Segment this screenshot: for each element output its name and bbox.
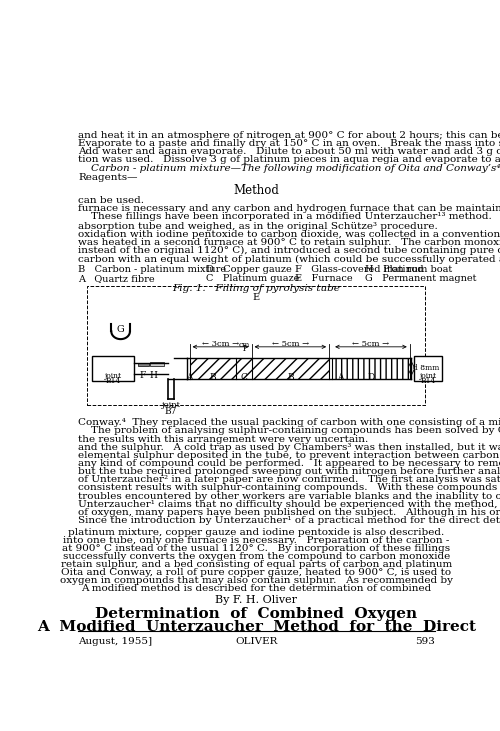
- Text: elemental sulphur deposited in the tube, to prevent interaction between carbon m: elemental sulphur deposited in the tube,…: [78, 451, 500, 460]
- Text: Reagents—: Reagents—: [78, 173, 138, 182]
- Text: Since the introduction by Unterzaucher¹ of a practical method for the direct det: Since the introduction by Unterzaucher¹ …: [78, 516, 500, 525]
- Text: joint: joint: [162, 401, 180, 409]
- Text: The problem of analysing sulphur-containing compounds has been solved by Oita an: The problem of analysing sulphur-contain…: [78, 426, 500, 435]
- Text: ← 5cm →: ← 5cm →: [352, 340, 390, 348]
- Text: at 900° C instead of the usual 1120° C.   By incorporation of these fillings: at 900° C instead of the usual 1120° C. …: [62, 544, 450, 553]
- Text: oxidation with iodine pentoxide to carbon dioxide, was collected in a convention: oxidation with iodine pentoxide to carbo…: [78, 230, 500, 239]
- Bar: [332, 357, 409, 379]
- Text: B14: B14: [105, 377, 120, 385]
- Text: the results with this arrangement were very uncertain.: the results with this arrangement were v…: [78, 435, 368, 444]
- Text: A   Quartz fibre: A Quartz fibre: [78, 273, 154, 283]
- Text: successfully converts the oxygen from the compound to carbon monoxide: successfully converts the oxygen from th…: [62, 552, 450, 561]
- Text: and the sulphur.   A cold trap as used by Chambers³ was then installed, but it w: and the sulphur. A cold trap as used by …: [78, 443, 500, 452]
- Text: instead of the original 1120° C), and introduced a second tube containing pure c: instead of the original 1120° C), and in…: [78, 246, 500, 255]
- Text: platinum mixture, copper gauze and iodine pentoxide is also described.: platinum mixture, copper gauze and iodin…: [68, 528, 444, 537]
- Text: B: B: [210, 374, 216, 382]
- Text: but the tube required prolonged sweeping out with nitrogen before further analys: but the tube required prolonged sweeping…: [78, 467, 500, 477]
- Text: absorption tube and weighed, as in the original Schütze³ procedure.: absorption tube and weighed, as in the o…: [78, 222, 438, 231]
- Text: consistent results with sulphur-containing compounds.   With these compounds the: consistent results with sulphur-containi…: [78, 483, 500, 493]
- Text: Unterzaucher¹ claims that no difficulty should be experienced with the method, t: Unterzaucher¹ claims that no difficulty …: [78, 500, 500, 509]
- Text: B: B: [287, 374, 294, 382]
- Bar: [92, 356, 134, 381]
- Text: A: A: [186, 374, 193, 382]
- Text: OLIVER: OLIVER: [235, 637, 278, 645]
- Text: ← 5cm →: ← 5cm →: [272, 340, 309, 348]
- Text: can be used.: can be used.: [78, 197, 144, 205]
- Text: Evaporate to a paste and finally dry at 150° C in an oven.   Break the mass into: Evaporate to a paste and finally dry at …: [78, 140, 500, 148]
- Text: joint: joint: [104, 372, 122, 380]
- Text: B   Carbon - platinum mixture: B Carbon - platinum mixture: [78, 265, 226, 274]
- Text: B14: B14: [420, 377, 436, 385]
- Text: E: E: [252, 293, 260, 302]
- Text: F   Glass-covered iron rod: F Glass-covered iron rod: [295, 265, 424, 274]
- Text: Fig. 1.   Filling of pyrolysis tube: Fig. 1. Filling of pyrolysis tube: [172, 284, 340, 292]
- Text: into one tube, only one furnace is necessary.   Preparation of the carbon -: into one tube, only one furnace is neces…: [63, 536, 450, 545]
- Bar: [88, 286, 425, 406]
- Text: was heated in a second furnace at 900° C to retain sulphur.   The carbon monoxid: was heated in a second furnace at 900° C…: [78, 238, 500, 247]
- Text: A  Modified  Unterzaucher  Method  for  the  Direct: A Modified Unterzaucher Method for the D…: [37, 620, 476, 634]
- Text: 593: 593: [414, 637, 434, 645]
- Text: D   Copper gauze: D Copper gauze: [206, 265, 292, 274]
- Text: H: H: [150, 371, 157, 379]
- Text: A: A: [336, 374, 343, 382]
- Text: d 8mm: d 8mm: [413, 364, 439, 372]
- Text: G   Permanent magnet: G Permanent magnet: [365, 273, 476, 283]
- Text: C   Platinum guaze: C Platinum guaze: [206, 273, 299, 283]
- Text: H   Platinum boat: H Platinum boat: [365, 265, 452, 274]
- Text: Conway.⁴  They replaced the usual packing of carbon with one consisting of a mix: Conway.⁴ They replaced the usual packing…: [78, 418, 500, 427]
- Text: A modified method is described for the determination of combined: A modified method is described for the d…: [81, 584, 432, 594]
- Text: C: C: [240, 374, 248, 382]
- Bar: [190, 357, 236, 379]
- Text: ← 3cm →: ← 3cm →: [202, 340, 239, 348]
- Text: F: F: [139, 371, 145, 379]
- Text: Method: Method: [234, 183, 279, 197]
- Text: August, 1955]: August, 1955]: [78, 637, 152, 645]
- Text: of oxygen, many papers have been published on the subject.   Although in his ori: of oxygen, many papers have been publish…: [78, 508, 500, 517]
- Text: Oita and Conway, a roll of pure copper gauze, heated to 900° C, is used to: Oita and Conway, a roll of pure copper g…: [61, 568, 452, 577]
- Text: Determination  of  Combined  Oxygen: Determination of Combined Oxygen: [95, 607, 418, 621]
- Text: carbon with an equal weight of platinum (which could be successfully operated at: carbon with an equal weight of platinum …: [78, 254, 500, 264]
- Text: E   Furnace: E Furnace: [295, 273, 352, 283]
- Text: 1: 1: [242, 344, 246, 352]
- Bar: [236, 357, 252, 379]
- Text: any kind of compound could be performed.   It appeared to be necessary to remove: any kind of compound could be performed.…: [78, 459, 500, 469]
- Text: D: D: [368, 374, 374, 382]
- Text: These fillings have been incorporated in a modified Unterzaucher¹³ method.   Onl: These fillings have been incorporated in…: [78, 213, 500, 221]
- Text: tion was used.   Dissolve 3 g of platinum pieces in aqua regia and evaporate to : tion was used. Dissolve 3 g of platinum …: [78, 156, 500, 164]
- Bar: [150, 363, 164, 366]
- Text: and heat it in an atmosphere of nitrogen at 900° C for about 2 hours; this can b: and heat it in an atmosphere of nitrogen…: [78, 132, 500, 140]
- Text: oxygen in compounds that may also contain sulphur.   As recommended by: oxygen in compounds that may also contai…: [60, 576, 453, 586]
- Text: joint: joint: [420, 372, 436, 380]
- Text: G: G: [117, 325, 124, 334]
- Text: Add water and again evaporate.   Dilute to about 50 ml with water and add 3 g of: Add water and again evaporate. Dilute to…: [78, 148, 500, 156]
- Text: troubles encountered by other workers are variable blanks and the inability to o: troubles encountered by other workers ar…: [78, 491, 500, 501]
- Text: retain sulphur, and a bed consisting of equal parts of carbon and platinum: retain sulphur, and a bed consisting of …: [60, 560, 452, 569]
- Text: of Unterzaucher² in a later paper are now confirmed.   The first analysis was sa: of Unterzaucher² in a later paper are no…: [78, 475, 500, 485]
- Text: Carbon - platinum mixture—The following modification of Oita and Conway’s⁴ prepa: Carbon - platinum mixture—The following …: [78, 164, 500, 173]
- Bar: [252, 357, 329, 379]
- Text: By F. H. Oliver: By F. H. Oliver: [215, 595, 297, 605]
- Bar: [138, 363, 149, 366]
- Bar: [414, 356, 442, 381]
- Text: cm: cm: [238, 341, 250, 349]
- Text: B7: B7: [165, 407, 177, 416]
- Text: furnace is necessary and any carbon and hydrogen furnace that can be maintained : furnace is necessary and any carbon and …: [78, 205, 500, 213]
